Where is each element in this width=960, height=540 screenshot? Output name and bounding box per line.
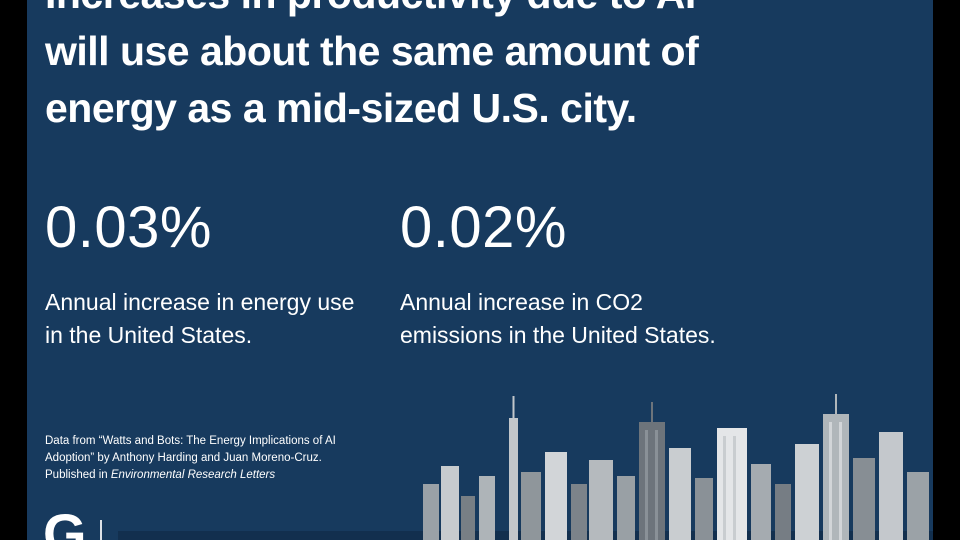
source-text: Data from “Watts and Bots: The Energy Im… bbox=[45, 435, 336, 481]
stat-energy-value: 0.03% bbox=[45, 195, 212, 260]
stat-co2-caption: Annual increase in CO2 emissions in the … bbox=[400, 289, 716, 348]
brand-logo: G bbox=[43, 506, 102, 540]
stat-energy: 0.03% Annual increase in energy use in t… bbox=[45, 196, 400, 352]
stat-energy-caption: Annual increase in energy use in the Uni… bbox=[45, 289, 355, 348]
brand-logo-divider bbox=[99, 520, 102, 540]
stat-co2: 0.02% Annual increase in CO2 emissions i… bbox=[400, 196, 755, 352]
letterbox-left bbox=[0, 0, 27, 540]
stats-row: 0.03% Annual increase in energy use in t… bbox=[45, 196, 920, 352]
headline: Increases in productivity due to AI will… bbox=[45, 0, 905, 137]
letterbox-right bbox=[933, 0, 960, 540]
stat-co2-value: 0.02% bbox=[400, 195, 567, 260]
city-skyline-image bbox=[423, 394, 929, 540]
source-journal: Environmental Research Letters bbox=[110, 469, 276, 481]
headline-line-3: energy as a mid-sized U.S. city. bbox=[45, 85, 637, 131]
headline-line-1: Increases in productivity due to AI bbox=[45, 0, 905, 23]
source-note: Data from “Watts and Bots: The Energy Im… bbox=[45, 433, 375, 484]
headline-line-2: will use about the same amount of bbox=[45, 28, 699, 74]
brand-logo-letter: G bbox=[43, 502, 87, 540]
